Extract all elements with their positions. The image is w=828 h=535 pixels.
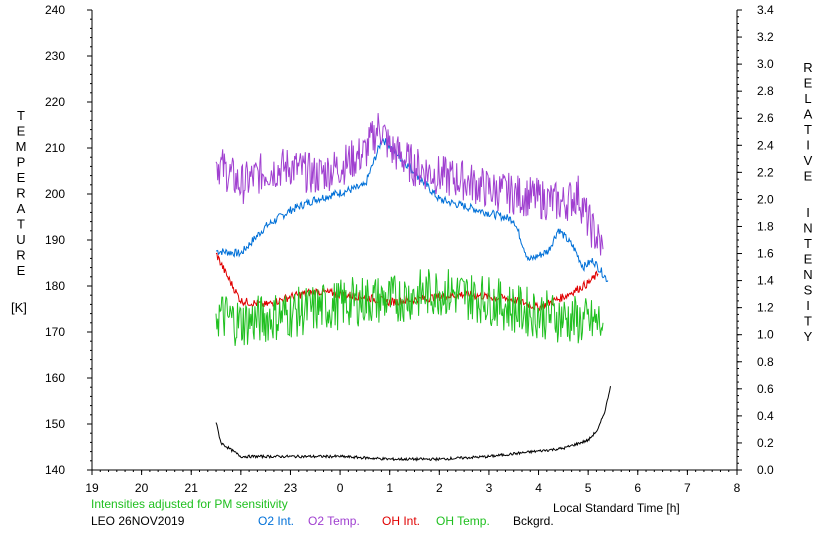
x-axis-label: Local Standard Time [h] (553, 501, 680, 515)
series-layer (215, 113, 611, 462)
x-tick-label: 8 (734, 481, 741, 495)
right-tick-label: 3.0 (757, 57, 774, 71)
left-title-letter: A (17, 201, 26, 216)
left-axis-unit: [K] (11, 300, 27, 315)
right-tick-label: 0.6 (757, 382, 774, 396)
right-title-letter: E (804, 76, 813, 91)
right-title-letter: S (804, 283, 813, 298)
right-tick-label: 0.2 (757, 436, 774, 450)
right-title-letter: V (804, 153, 813, 168)
right-tick-label: 0.0 (757, 463, 774, 477)
left-tick-label: 200 (45, 187, 65, 201)
station-date: LEO 26NOV2019 (91, 514, 185, 528)
right-title-letter: I (806, 205, 810, 220)
left-title-letter: M (16, 139, 27, 154)
right-tick-label: 1.2 (757, 301, 774, 315)
left-title-letter: T (17, 217, 25, 232)
right-tick-label: 0.8 (757, 355, 774, 369)
right-title-letter: T (804, 314, 812, 329)
x-tick-label: 4 (535, 481, 542, 495)
left-title-letter: R (16, 186, 25, 201)
left-title-letter: T (17, 108, 25, 123)
right-title-letter: E (804, 169, 813, 184)
right-title-letter: T (804, 122, 812, 137)
left-title-letter: R (16, 248, 25, 263)
right-title-letter: A (804, 107, 813, 122)
right-tick-label: 1.8 (757, 219, 774, 233)
left-tick-label: 150 (45, 417, 65, 431)
right-title-letter: N (803, 267, 812, 282)
left-axis: 240 230 220 210 200 190 180 170 160 150 140 (45, 3, 92, 477)
legend-item: O2 Int. (258, 514, 295, 528)
x-tick-label: 22 (234, 481, 248, 495)
x-tick-label: 5 (585, 481, 592, 495)
right-tick-label: 2.8 (757, 84, 774, 98)
x-tick-label: 0 (337, 481, 344, 495)
left-tick-label: 240 (45, 3, 65, 17)
x-tick-label: 6 (634, 481, 641, 495)
left-tick-label: 170 (45, 325, 65, 339)
right-title-letter: R (803, 60, 812, 75)
x-tick-label: 20 (135, 481, 149, 495)
right-tick-label: 2.4 (757, 138, 774, 152)
right-tick-label: 1.6 (757, 247, 774, 261)
x-tick-label: 19 (85, 481, 99, 495)
right-tick-label: 3.4 (757, 3, 774, 17)
legend-item: Bckgrd. (513, 514, 554, 528)
x-tick-label: 1 (386, 481, 393, 495)
left-title-letter: P (17, 155, 26, 170)
left-tick-label: 220 (45, 95, 65, 109)
x-tick-label: 23 (284, 481, 298, 495)
right-title-letter: N (803, 221, 812, 236)
left-tick-label: 140 (45, 463, 65, 477)
right-tick-label: 2.6 (757, 111, 774, 125)
right-tick-label: 0.4 (757, 409, 774, 423)
right-axis: 3.4 3.2 3.0 2.8 2.6 2.4 2.2 2.0 1.8 1.6 1.4 1.2 1.0 0… (737, 3, 774, 477)
right-title-letter: I (806, 138, 810, 153)
right-title-letter: I (806, 298, 810, 313)
left-title-letter: E (17, 263, 26, 278)
left-tick-label: 180 (45, 279, 65, 293)
left-title-letter: U (16, 232, 25, 247)
right-tick-label: 2.2 (757, 165, 774, 179)
plot-frame (91, 10, 738, 471)
right-title-letter: E (804, 252, 813, 267)
left-tick-label: 190 (45, 233, 65, 247)
legend-item: OH Temp. (436, 514, 490, 528)
right-tick-label: 1.4 (757, 274, 774, 288)
right-title-letter: Y (804, 329, 813, 344)
x-tick-label: 3 (486, 481, 493, 495)
right-title-letter: T (804, 236, 812, 251)
left-tick-label: 160 (45, 371, 65, 385)
x-tick-label: 7 (684, 481, 691, 495)
left-title-letter: E (17, 170, 26, 185)
series-line-oh-temp (215, 269, 604, 346)
series-line-o2-temp (215, 113, 604, 256)
x-tick-label: 21 (185, 481, 199, 495)
right-tick-label: 2.0 (757, 192, 774, 206)
left-tick-label: 210 (45, 141, 65, 155)
left-tick-label: 230 (45, 49, 65, 63)
legend-item: O2 Temp. (308, 514, 360, 528)
series-line-bckgrd (215, 386, 611, 462)
right-tick-label: 3.2 (757, 30, 774, 44)
left-title-letter: E (17, 124, 26, 139)
right-tick-label: 1.0 (757, 328, 774, 342)
x-tick-label: 2 (436, 481, 443, 495)
bottom-axis: 19 20 21 22 23 0 1 2 3 4 5 6 7 8 (85, 470, 741, 495)
right-title-letter: L (804, 91, 811, 106)
pm-sensitivity-note: Intensities adjusted for PM sensitivity (91, 497, 288, 511)
legend-item: OH Int. (382, 514, 421, 528)
